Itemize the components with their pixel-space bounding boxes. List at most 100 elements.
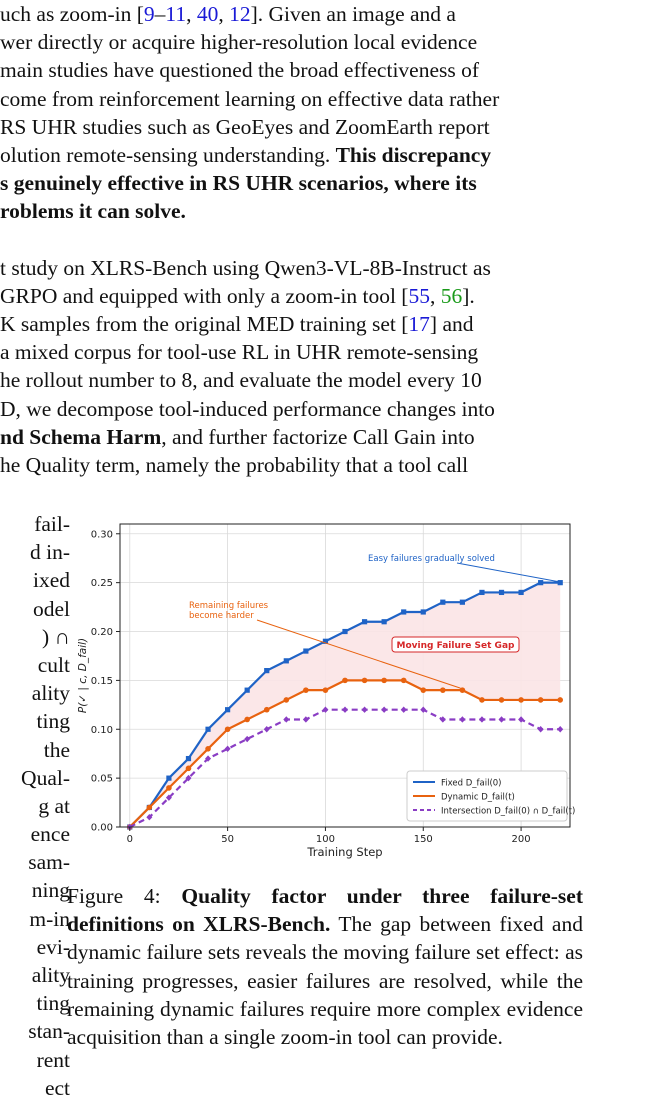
data-point [283, 697, 290, 703]
text-span: D, we decompose tool-induced performance… [0, 396, 495, 421]
data-point [459, 687, 466, 693]
data-point [538, 580, 544, 586]
citation-link[interactable]: 11 [165, 2, 187, 26]
citation-link[interactable]: 55 [408, 283, 430, 308]
data-point [440, 687, 446, 693]
text-span: nd Schema Harm [0, 424, 162, 449]
text-span: main studies have questioned the broad e… [0, 58, 480, 83]
citation-link[interactable]: 56 [440, 283, 463, 308]
y-tick-label: 0.25 [91, 578, 113, 589]
annotation-remaining-line2: become harder [189, 611, 254, 621]
text-span: he rollout number to 8, and evaluate the… [0, 368, 482, 393]
data-point [146, 804, 153, 811]
data-point [518, 589, 524, 596]
data-point [166, 785, 172, 791]
data-point [537, 726, 544, 733]
text-span: , [186, 2, 197, 26]
legend-box [406, 770, 568, 822]
data-point [537, 697, 544, 703]
text-line: olution remote-sensing understanding. Th… [0, 141, 646, 169]
text-span: he Quality term, namely the probability … [0, 453, 469, 477]
data-point [185, 774, 192, 782]
gap-label-box [391, 636, 520, 653]
y-tick-label: 0.00 [91, 823, 113, 834]
text-span: RS UHR studies such as GeoEyes and ZoomE… [0, 114, 490, 139]
text-span: wer directly or acquire higher-resolutio… [0, 30, 478, 55]
text-span: come from reinforcement learning on effe… [0, 86, 500, 111]
data-point [498, 716, 505, 723]
data-point [283, 658, 289, 664]
left-column-line: rent [36, 1047, 70, 1072]
citation-link[interactable]: 17 [408, 312, 430, 337]
data-point [342, 706, 348, 713]
annotation-gap: Moving Failure Set Gap [397, 641, 516, 651]
y-tick-label: 0.10 [91, 725, 113, 736]
caption-label: Figure 4: [67, 884, 182, 908]
left-column-line: d in- [29, 540, 70, 565]
data-point [498, 589, 505, 596]
data-point [479, 697, 485, 703]
left-column-line: ) ∩ [41, 624, 70, 649]
left-column-line: sam- [28, 850, 70, 875]
text-span: , [429, 283, 441, 308]
data-point [361, 677, 368, 684]
left-column-line: g at [38, 793, 70, 818]
data-point [401, 609, 407, 615]
data-point [439, 716, 446, 723]
annotation-remaining-line1: Remaining failures [189, 601, 269, 611]
legend-label: Fixed D_fail(0) [441, 779, 502, 789]
data-point [185, 755, 192, 762]
annotation-arrow-easy [456, 562, 559, 583]
y-tick-label: 0.05 [91, 774, 113, 785]
x-tick-label: 50 [221, 834, 234, 845]
text-line: GRPO and equipped with only a zoom-in to… [0, 282, 646, 310]
data-point [478, 716, 485, 723]
text-line: D, we decompose tool-induced performance… [0, 395, 646, 423]
citation-link[interactable]: 40 [196, 2, 219, 26]
text-span: a mixed corpus for tool-use RL in UHR re… [0, 340, 479, 365]
data-point [459, 716, 466, 723]
text-span: K samples from the original MED training… [0, 312, 409, 337]
data-point [440, 599, 446, 605]
data-point [498, 697, 505, 703]
text-line: K samples from the original MED training… [0, 310, 646, 338]
citation-link[interactable]: 9 [143, 2, 155, 26]
left-column-line: ence [30, 822, 70, 847]
legend-label: Intersection D_fail(0) ∩ D_fail(t) [441, 807, 575, 817]
x-axis-label: Training Step [306, 845, 382, 859]
data-point [263, 726, 270, 733]
citation-link[interactable]: 12 [229, 2, 251, 26]
left-column-line: ning [31, 878, 70, 903]
annotation-easy: Easy failures gradually solved [368, 554, 495, 564]
left-column-line: the [43, 737, 70, 762]
data-point [205, 746, 211, 752]
data-point [459, 599, 465, 605]
data-point [557, 726, 564, 733]
quality-factor-chart: 0.00 0.05 0.10 0.15 0.20 0.25 0.30 0 50 100 150 200… [77, 523, 575, 859]
text-line: main studies have questioned the broad e… [0, 56, 646, 84]
data-point [322, 687, 329, 693]
left-column-line: fail- [34, 512, 70, 536]
data-point [361, 619, 368, 625]
data-point [302, 716, 309, 723]
data-point [420, 609, 426, 615]
text-line: a mixed corpus for tool-use RL in UHR re… [0, 338, 646, 366]
data-point [244, 687, 250, 693]
legend-label: Dynamic D_fail(t) [441, 793, 515, 803]
text-span: GRPO and equipped with only a zoom-in to… [0, 283, 409, 308]
left-column-line: ixed [32, 568, 70, 593]
left-column-line: ality [31, 681, 70, 706]
text-line: roblems it can solve. [0, 197, 646, 225]
left-column-line: ting [36, 991, 70, 1016]
data-point [205, 726, 211, 732]
y-tick-label: 0.20 [91, 627, 113, 638]
text-span: – [154, 2, 166, 26]
text-span: ] and [429, 312, 474, 337]
data-point [381, 619, 387, 625]
text-line: he Quality term, namely the probability … [0, 451, 646, 479]
text-line: RS UHR studies such as GeoEyes and ZoomE… [0, 113, 646, 141]
data-point [185, 765, 192, 772]
data-point [303, 648, 309, 654]
data-point [381, 706, 388, 713]
x-tick-label: 100 [316, 834, 335, 845]
